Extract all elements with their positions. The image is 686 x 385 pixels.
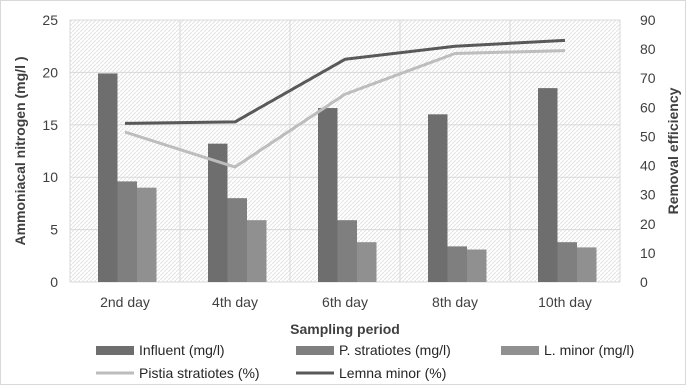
bar-3-4 bbox=[467, 249, 487, 282]
legend-label-p-stratiotes: P. stratiotes (mg/l) bbox=[339, 342, 451, 358]
x-tick-label-5: 10th day bbox=[538, 294, 592, 310]
bar-2-2 bbox=[227, 198, 247, 282]
y2-axis-title: Removal efficiency bbox=[665, 87, 681, 214]
y-tick-label-5: 25 bbox=[42, 12, 58, 28]
legend: Influent (mg/l) P. stratiotes (mg/l) L. … bbox=[96, 342, 634, 381]
legend-label-influent: Influent (mg/l) bbox=[139, 342, 225, 358]
x-tick-label-3: 6th day bbox=[322, 294, 368, 310]
legend-label-pistia: Pistia stratiotes (%) bbox=[139, 365, 260, 381]
bar-3-3 bbox=[357, 242, 377, 282]
bar-2-3 bbox=[337, 220, 357, 282]
x-tick-label-2: 4th day bbox=[212, 294, 258, 310]
bar-3-1 bbox=[137, 187, 157, 282]
y-tick-label-4: 20 bbox=[42, 64, 58, 80]
y-axis-title: Ammoniacal nitrogen (mg/l ) bbox=[12, 56, 28, 245]
legend-label-lemna: Lemna minor (%) bbox=[339, 365, 446, 381]
y2-tick-label-3: 30 bbox=[640, 187, 656, 203]
legend-label-l-minor: L. minor (mg/l) bbox=[544, 342, 634, 358]
y2-tick-label-5: 50 bbox=[640, 128, 656, 144]
y-tick-label-3: 15 bbox=[42, 117, 58, 133]
legend-swatch-p-stratiotes bbox=[296, 346, 334, 355]
y2-tick-label-4: 40 bbox=[640, 158, 656, 174]
bar-1-5 bbox=[538, 88, 558, 283]
y2-tick-label-7: 70 bbox=[640, 70, 656, 86]
legend-swatch-influent bbox=[96, 346, 134, 355]
y-tick-label-1: 5 bbox=[50, 222, 58, 238]
bar-3-2 bbox=[247, 220, 267, 282]
y2-tick-label-1: 10 bbox=[640, 245, 656, 261]
y2-tick-label-8: 80 bbox=[640, 41, 656, 57]
bar-1-3 bbox=[318, 108, 338, 282]
line-series-1 bbox=[124, 49, 566, 169]
y2-tick-label-0: 0 bbox=[640, 274, 648, 290]
bar-3-5 bbox=[577, 247, 597, 282]
x-axis-title: Sampling period bbox=[290, 321, 400, 337]
x-tick-label-1: 2nd day bbox=[100, 294, 150, 310]
bar-2-1 bbox=[117, 181, 137, 282]
x-tick-label-4: 8th day bbox=[432, 294, 478, 310]
bar-1-1 bbox=[98, 73, 118, 282]
legend-swatch-l-minor bbox=[501, 346, 539, 355]
y2-tick-label-6: 60 bbox=[640, 99, 656, 115]
bar-2-5 bbox=[557, 242, 577, 282]
bar-2-4 bbox=[447, 246, 467, 282]
y2-tick-label-2: 20 bbox=[640, 216, 656, 232]
y-tick-label-0: 0 bbox=[50, 274, 58, 290]
bar-1-4 bbox=[428, 114, 448, 282]
line-series-2 bbox=[124, 38, 566, 125]
y-tick-label-2: 10 bbox=[42, 169, 58, 185]
y2-tick-label-9: 90 bbox=[640, 12, 656, 28]
bar-1-2 bbox=[208, 143, 228, 282]
